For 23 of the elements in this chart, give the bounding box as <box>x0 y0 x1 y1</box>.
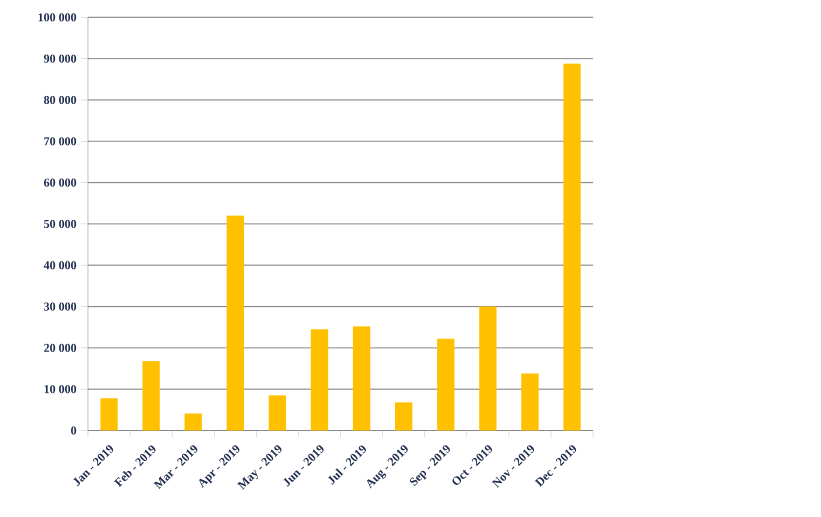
y-tick-label: 70 000 <box>44 137 76 146</box>
y-tick-label: 20 000 <box>44 344 76 352</box>
bar <box>184 413 202 430</box>
bar <box>437 338 454 430</box>
bar <box>521 373 539 430</box>
bar <box>310 329 328 430</box>
y-tick-label: 10 000 <box>44 385 76 394</box>
bar <box>479 306 497 430</box>
bar <box>268 395 286 430</box>
y-tick-label: 30 000 <box>44 302 76 311</box>
bar <box>563 64 581 430</box>
bar <box>352 326 370 430</box>
y-tick-label: 40 000 <box>44 261 76 270</box>
y-tick-label: 90 000 <box>44 54 76 63</box>
bar <box>226 216 244 430</box>
bar <box>100 398 118 430</box>
y-tick-label: 100 000 <box>38 13 76 22</box>
y-tick-label: 80 000 <box>44 96 76 104</box>
bar <box>142 361 160 430</box>
bar <box>395 402 412 430</box>
y-tick-label: 0 <box>71 426 76 434</box>
y-tick-label: 50 000 <box>44 220 76 228</box>
y-tick-label: 60 000 <box>44 178 76 187</box>
